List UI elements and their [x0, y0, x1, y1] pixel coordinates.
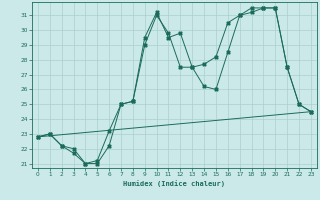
- X-axis label: Humidex (Indice chaleur): Humidex (Indice chaleur): [124, 180, 225, 187]
